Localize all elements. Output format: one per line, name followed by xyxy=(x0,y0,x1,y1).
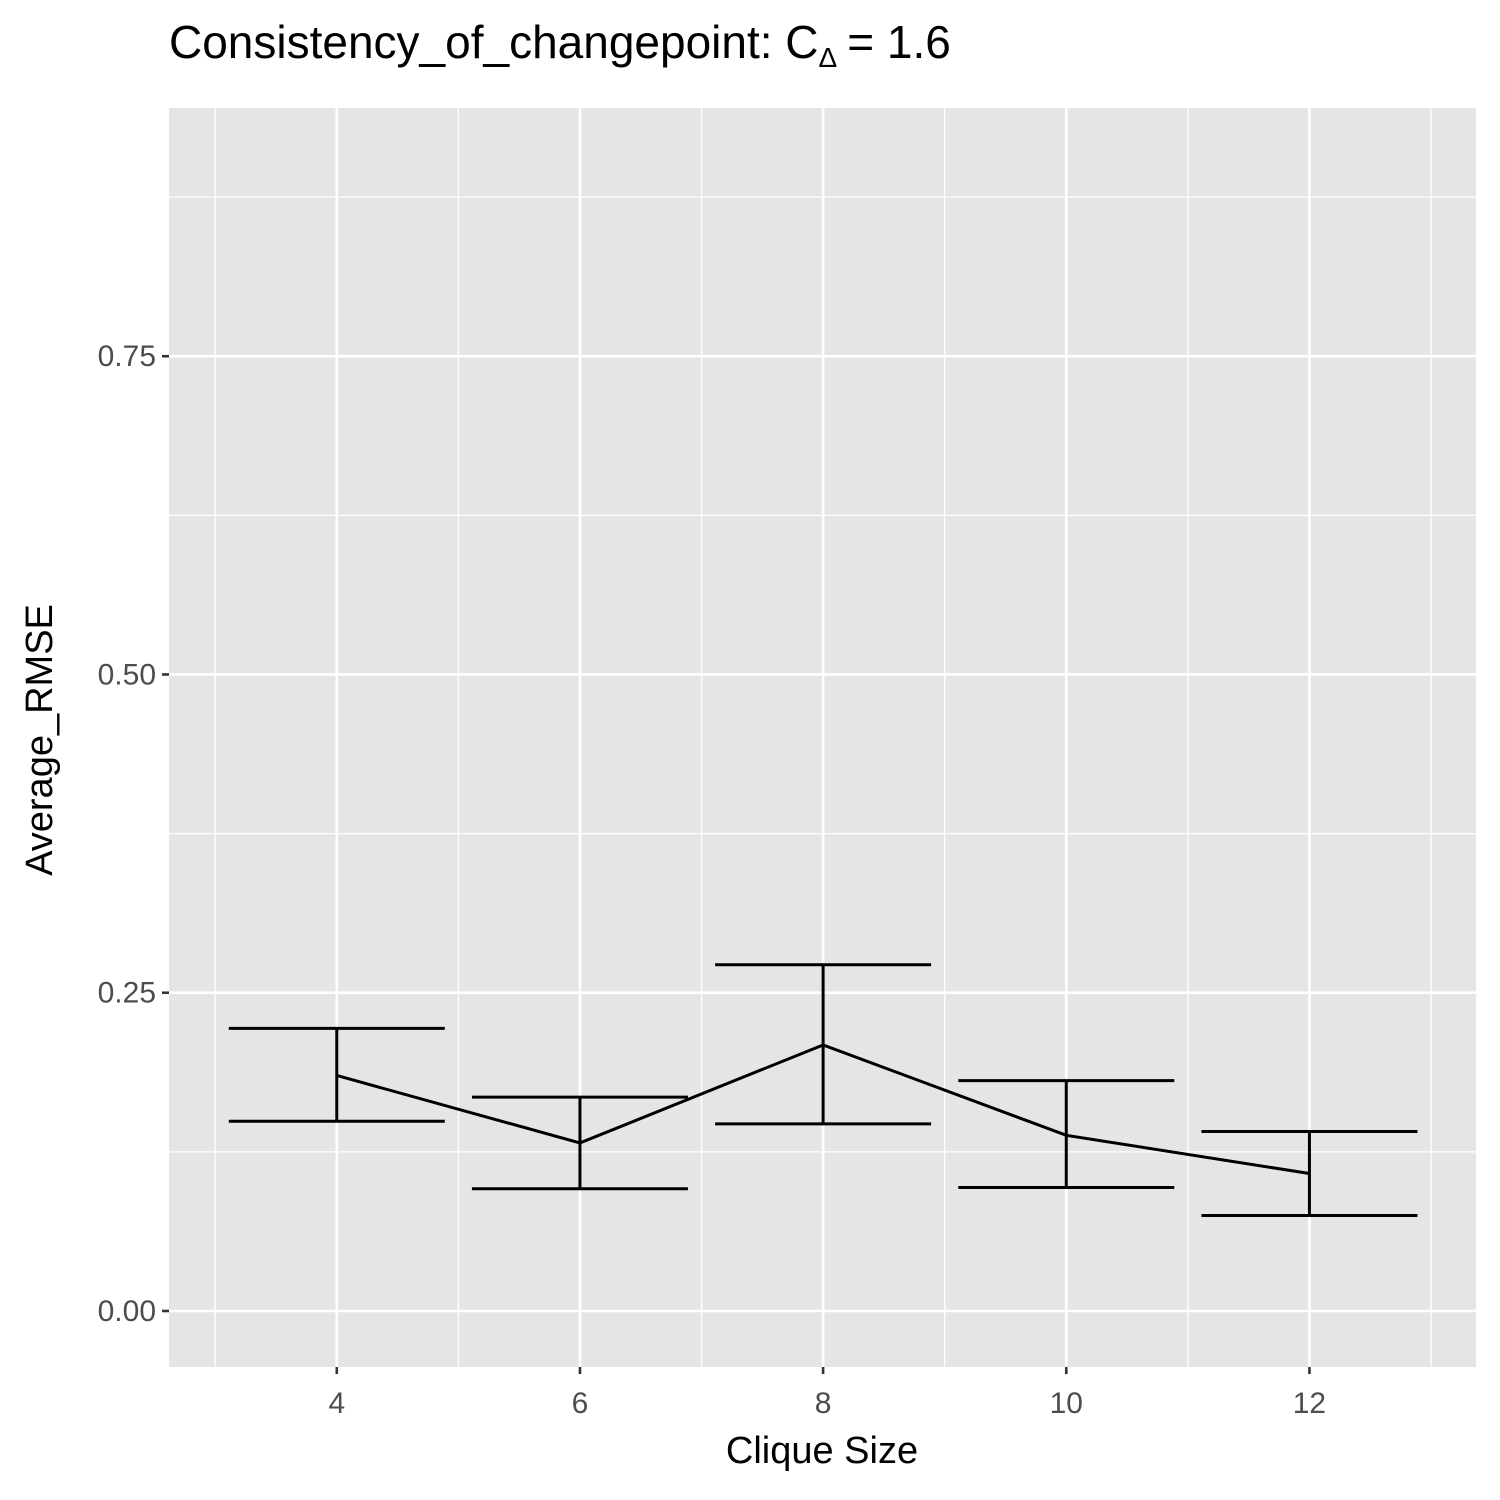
x-tick-label: 10 xyxy=(1050,1387,1083,1420)
x-tick-label: 8 xyxy=(815,1387,832,1420)
title-suffix: = 1.6 xyxy=(847,16,951,68)
y-tick-label: 0.50 xyxy=(98,658,156,691)
title-subscript: Δ xyxy=(819,42,838,73)
x-axis-title: Clique Size xyxy=(726,1430,918,1472)
y-tick-label: 0.00 xyxy=(98,1295,156,1328)
y-axis-title: Average_RMSE xyxy=(19,604,61,876)
y-tick-label: 0.75 xyxy=(98,340,156,373)
title-text: Consistency_of_changepoint: C xyxy=(169,16,819,68)
chart-title: Consistency_of_changepoint: CΔ = 1.6 xyxy=(169,16,951,73)
y-tick-label: 0.25 xyxy=(98,977,156,1010)
x-tick-label: 12 xyxy=(1293,1387,1326,1420)
x-tick-label: 4 xyxy=(328,1387,345,1420)
x-tick-label: 6 xyxy=(572,1387,589,1420)
mean-line xyxy=(336,1043,1310,1175)
